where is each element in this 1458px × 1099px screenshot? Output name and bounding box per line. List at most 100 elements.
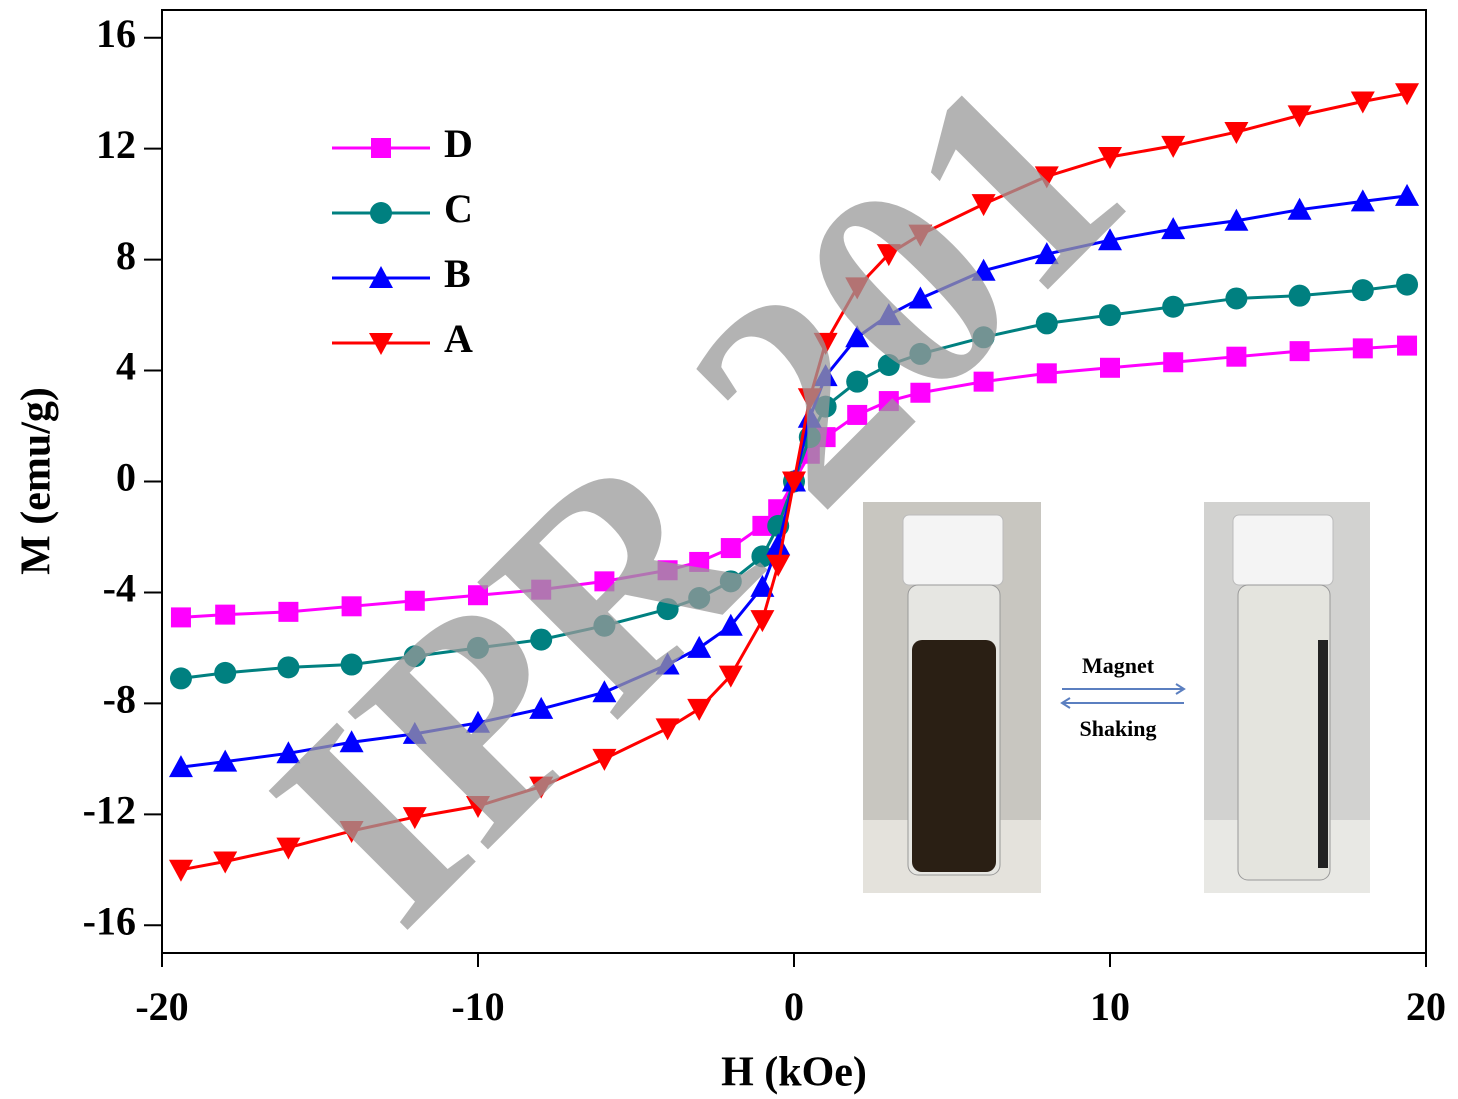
vial-right — [1237, 584, 1331, 881]
marker — [1225, 287, 1248, 310]
marker — [215, 604, 236, 625]
y-tick-label: 12 — [96, 122, 136, 167]
arrow-left-head — [1060, 697, 1071, 709]
marker — [1224, 122, 1249, 145]
captured-particles — [1318, 640, 1328, 868]
marker — [1395, 83, 1420, 106]
y-axis-label: M (emu/g) — [14, 387, 60, 575]
marker — [403, 645, 426, 668]
marker — [594, 571, 615, 592]
marker — [276, 837, 301, 860]
marker — [1035, 312, 1058, 335]
series — [168, 183, 1420, 778]
marker — [720, 538, 741, 559]
legend-label: B — [444, 251, 471, 296]
marker — [170, 607, 191, 628]
marker — [813, 364, 838, 387]
marker — [278, 601, 299, 622]
marker — [688, 586, 711, 609]
arrow-right-head — [1175, 683, 1186, 695]
marker — [655, 652, 680, 675]
marker — [1350, 91, 1375, 114]
marker — [277, 656, 300, 679]
y-tick-label: 8 — [116, 233, 136, 278]
marker — [766, 554, 791, 577]
marker — [593, 614, 616, 637]
marker — [1161, 217, 1186, 240]
marker — [910, 382, 931, 403]
marker — [877, 354, 900, 377]
marker — [1224, 208, 1249, 231]
marker — [655, 718, 680, 741]
marker — [797, 388, 822, 411]
y-tick-label: -4 — [103, 566, 136, 611]
marker — [276, 741, 301, 764]
cap-left — [902, 514, 1004, 586]
marker — [466, 796, 490, 819]
marker — [1288, 284, 1311, 307]
marker — [369, 266, 393, 288]
y-tick-label: -12 — [83, 787, 136, 832]
marker — [687, 635, 712, 658]
marker — [971, 258, 996, 281]
marker — [814, 395, 837, 418]
marker — [718, 665, 743, 688]
marker — [815, 427, 836, 448]
marker — [847, 404, 868, 425]
marker — [972, 326, 995, 349]
legend-label: A — [444, 316, 473, 361]
marker — [766, 533, 791, 556]
marker — [689, 551, 710, 572]
marker — [1396, 273, 1419, 296]
marker — [1395, 183, 1420, 206]
marker — [213, 749, 238, 772]
marker — [845, 277, 870, 300]
marker — [1397, 335, 1418, 356]
liquid-left — [912, 640, 996, 872]
marker — [782, 471, 806, 494]
marker — [339, 820, 364, 843]
marker — [341, 596, 362, 617]
axes: -20 -10 0 10 20 -16 -12 -8 -4 0 4 8 12 16 — [83, 11, 1446, 1029]
marker — [1287, 105, 1312, 128]
inset-label: Magnet — [1082, 653, 1155, 678]
marker — [1034, 166, 1059, 189]
y-tick-label: 4 — [116, 344, 136, 389]
marker — [339, 730, 364, 753]
marker — [592, 680, 617, 703]
legend-label: C — [444, 186, 473, 231]
plot-area — [168, 83, 1420, 882]
marker — [1034, 242, 1059, 265]
marker — [1098, 228, 1122, 251]
marker — [876, 303, 901, 326]
marker — [973, 371, 994, 392]
marker — [908, 286, 933, 309]
marker — [168, 755, 193, 778]
inset-photo: Magnet Shaking — [863, 502, 1370, 893]
marker — [719, 570, 742, 593]
x-axis-label: H (kOe) — [721, 1050, 867, 1096]
marker — [592, 748, 617, 771]
marker — [530, 628, 553, 651]
marker — [468, 585, 488, 606]
cap-right — [1232, 514, 1334, 586]
marker — [1161, 135, 1186, 158]
inset-label: Shaking — [1079, 716, 1156, 741]
x-tick-label: -20 — [135, 984, 188, 1029]
marker — [878, 391, 899, 412]
marker — [751, 545, 774, 568]
x-tick-label: -10 — [451, 984, 504, 1029]
marker — [908, 224, 933, 247]
marker — [750, 610, 775, 633]
marker — [529, 776, 554, 799]
marker — [687, 698, 712, 721]
y-tick-label: -16 — [83, 898, 136, 943]
marker — [657, 560, 678, 581]
marker — [1226, 346, 1247, 367]
marker — [213, 851, 238, 874]
marker — [467, 636, 489, 659]
y-tick-label: -8 — [103, 677, 136, 722]
marker — [1350, 189, 1375, 212]
